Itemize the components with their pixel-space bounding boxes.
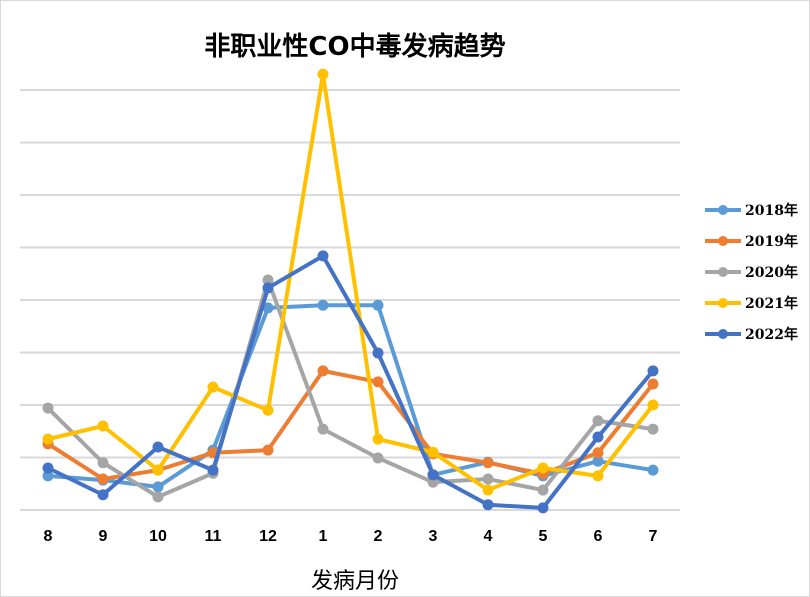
- data-point: [97, 457, 109, 469]
- data-point: [207, 381, 219, 393]
- data-point: [647, 365, 659, 377]
- data-point: [262, 404, 274, 416]
- x-tick-label: 2: [374, 528, 383, 545]
- data-point: [372, 452, 384, 464]
- legend-swatch: [705, 327, 741, 341]
- data-point: [427, 446, 439, 458]
- x-tick-label: 4: [484, 528, 493, 545]
- x-tick-label: 1: [319, 528, 328, 545]
- chart-title: 非职业性CO中毒发病趋势: [204, 32, 506, 62]
- data-point: [372, 433, 384, 445]
- x-tick-label: 11: [205, 528, 222, 545]
- series-line-2020年: [46, 278, 654, 499]
- data-point: [97, 420, 109, 432]
- data-point: [537, 462, 549, 474]
- legend-item: 2019年: [705, 225, 798, 256]
- data-point: [42, 470, 54, 482]
- data-point: [317, 365, 329, 377]
- x-tick-label: 7: [649, 528, 658, 545]
- x-tick-label: 8: [44, 528, 53, 545]
- legend-swatch: [705, 265, 741, 279]
- data-point: [592, 470, 604, 482]
- legend-item: 2021年: [705, 287, 798, 318]
- data-point: [317, 68, 329, 80]
- data-point: [152, 464, 164, 476]
- data-point: [317, 423, 329, 435]
- legend: 2018年 2019年 2020年 2021年 2022年: [705, 194, 798, 349]
- x-tick-label: 5: [539, 528, 548, 545]
- x-tick-label: 6: [594, 528, 603, 545]
- data-point: [592, 447, 604, 459]
- data-point: [42, 462, 54, 474]
- legend-item: 2020年: [705, 256, 798, 287]
- data-point: [317, 299, 329, 311]
- data-point: [262, 282, 274, 294]
- x-tick-label: 10: [149, 528, 167, 545]
- data-point: [97, 489, 109, 501]
- data-point: [482, 473, 494, 485]
- data-point: [482, 457, 494, 469]
- legend-label: 2019年: [745, 233, 798, 250]
- legend-label: 2018年: [745, 202, 798, 219]
- legend-item: 2022年: [705, 318, 798, 349]
- x-tick-label: 3: [429, 528, 438, 545]
- legend-label: 2021年: [745, 295, 798, 312]
- data-point: [537, 484, 549, 496]
- data-point: [262, 444, 274, 456]
- data-point: [372, 299, 384, 311]
- data-point: [317, 250, 329, 262]
- legend-item: 2018年: [705, 194, 798, 225]
- data-point: [592, 415, 604, 427]
- series-line-2022年: [47, 253, 655, 510]
- series-line-2021年: [47, 72, 655, 493]
- legend-label: 2022年: [745, 326, 798, 343]
- data-point: [152, 481, 164, 493]
- data-point: [647, 464, 659, 476]
- data-point: [152, 441, 164, 453]
- data-point: [482, 499, 494, 511]
- series-line-2018年: [47, 303, 654, 489]
- data-point: [647, 423, 659, 435]
- legend-swatch: [705, 203, 741, 217]
- data-point: [592, 431, 604, 443]
- data-point: [262, 302, 274, 314]
- x-tick-label: 9: [99, 528, 108, 545]
- data-point: [482, 484, 494, 496]
- data-point: [647, 378, 659, 390]
- x-tick-label: 12: [259, 528, 277, 545]
- data-point: [42, 402, 54, 414]
- data-point: [97, 473, 109, 485]
- legend-swatch: [705, 296, 741, 310]
- data-point: [372, 347, 384, 359]
- data-point: [152, 491, 164, 503]
- data-point: [372, 376, 384, 388]
- data-point: [592, 455, 604, 467]
- data-point: [537, 502, 549, 514]
- x-axis-label: 发病月份: [310, 569, 399, 594]
- legend-swatch: [705, 234, 741, 248]
- legend-label: 2020年: [745, 264, 798, 281]
- data-point: [42, 433, 54, 445]
- data-point: [427, 469, 439, 481]
- data-point: [262, 274, 274, 286]
- data-point: [647, 399, 659, 411]
- data-point: [207, 464, 219, 476]
